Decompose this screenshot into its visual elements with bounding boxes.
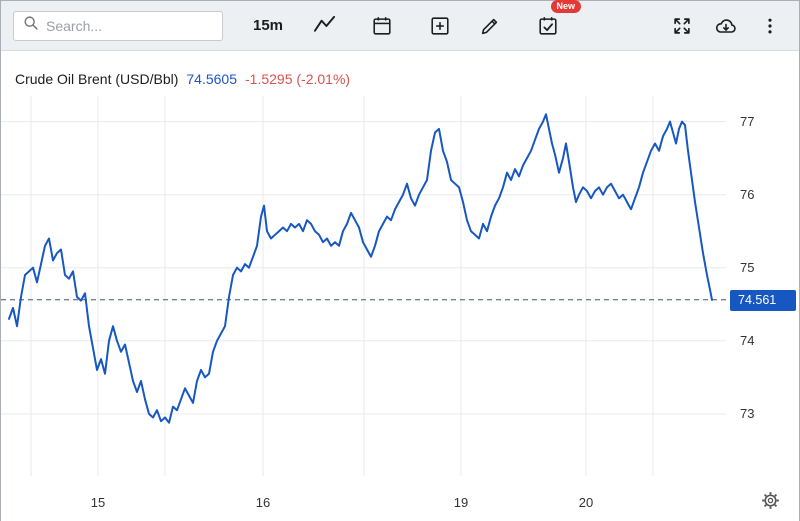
more-button[interactable] <box>753 9 787 43</box>
y-axis-label: 73 <box>740 405 755 421</box>
trendline-icon <box>313 14 336 37</box>
draw-button[interactable] <box>473 9 507 43</box>
new-badge: New <box>550 0 582 13</box>
calendar-icon <box>371 15 393 37</box>
current-price-tag: 74.561 <box>730 289 796 311</box>
fullscreen-icon <box>671 15 693 37</box>
trendline-button[interactable] <box>307 9 341 43</box>
instrument-price: 74.5605 <box>186 71 237 87</box>
instrument-change: -1.5295 (-2.01%) <box>245 71 351 87</box>
search-input[interactable] <box>46 17 222 34</box>
settings-icon <box>760 490 781 514</box>
settings-button[interactable] <box>757 489 783 515</box>
search-icon <box>22 14 40 37</box>
add-button[interactable] <box>423 9 457 43</box>
instrument-name: Crude Oil Brent (USD/Bbl) <box>15 71 179 87</box>
x-axis-label: 20 <box>578 495 594 510</box>
x-axis-label: 16 <box>255 495 271 510</box>
toolbar: 15m <box>1 0 799 51</box>
y-axis-label: 76 <box>740 186 755 202</box>
download-button[interactable] <box>709 9 743 43</box>
add-icon <box>429 15 451 37</box>
download-icon <box>714 14 738 38</box>
calendar-button[interactable] <box>365 9 399 43</box>
more-icon <box>760 16 780 36</box>
y-axis-label: 74 <box>740 332 755 348</box>
events-icon <box>537 15 559 37</box>
interval-button[interactable]: 15m <box>253 17 284 34</box>
y-axis-label: 75 <box>740 259 755 275</box>
x-axis-label: 15 <box>90 495 106 510</box>
instrument-header: Crude Oil Brent (USD/Bbl) 74.5605 -1.529… <box>15 71 350 87</box>
fullscreen-button[interactable] <box>665 9 699 43</box>
chart-region: Crude Oil Brent (USD/Bbl) 74.5605 -1.529… <box>1 51 799 521</box>
draw-icon <box>479 15 501 37</box>
y-axis-label: 77 <box>740 113 755 129</box>
search-box[interactable] <box>13 10 223 41</box>
price-chart[interactable] <box>1 96 726 476</box>
events-button[interactable]: New <box>531 0 582 43</box>
x-axis-label: 19 <box>453 495 469 510</box>
